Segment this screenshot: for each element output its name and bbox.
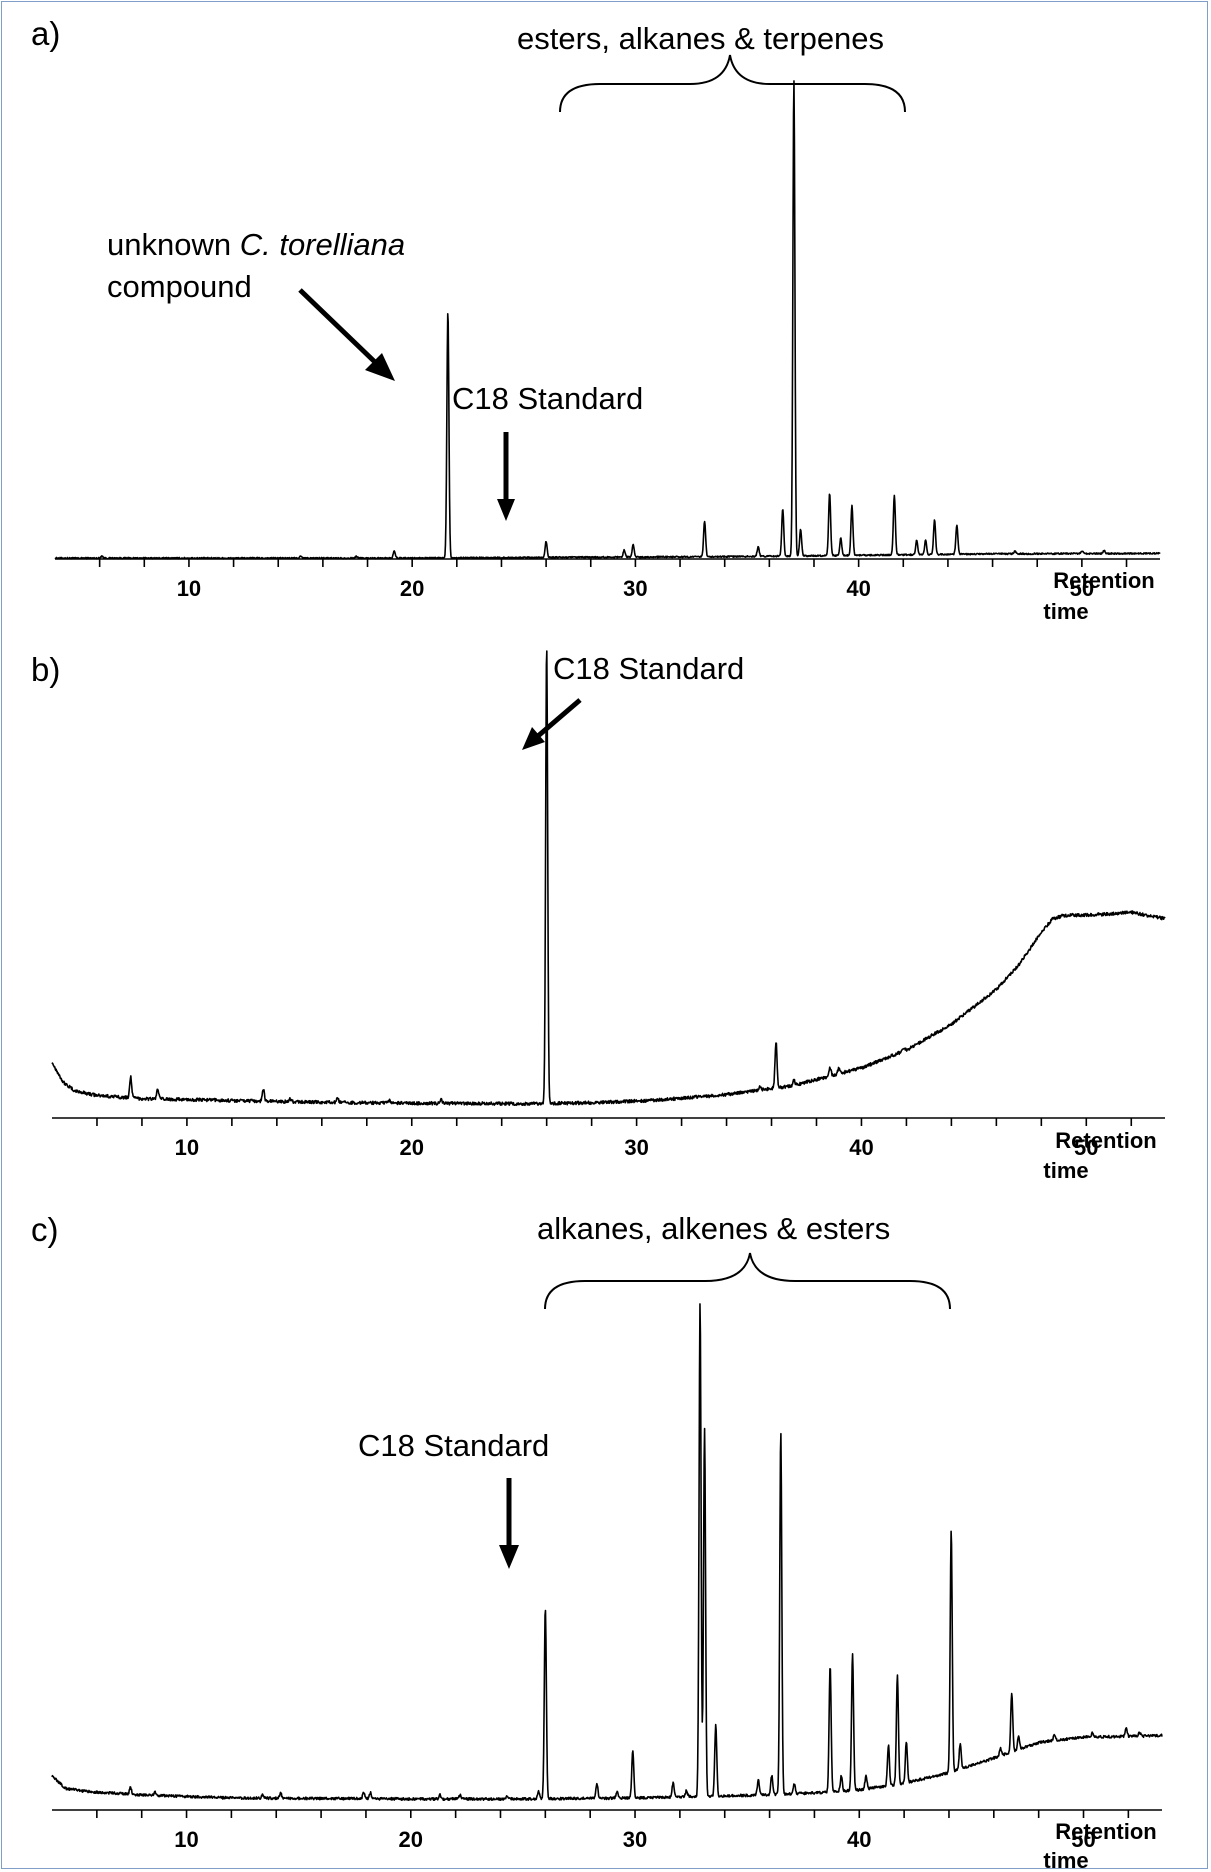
panel-a-group-brace [559, 54, 906, 113]
panel-a-unknown-annotation-line1: unknown C. torelliana [107, 227, 405, 262]
panel-c-c18-annotation: C18 Standard [358, 1428, 549, 1463]
annotation-text-italic: C. torelliana [240, 227, 405, 262]
panel-a-c18-annotation: C18 Standard [452, 381, 643, 416]
panel-a-c18-arrow-head [497, 499, 515, 521]
panel-a-unknown-annotation-line2: compound [107, 269, 252, 304]
x-tick-label: 20 [399, 1827, 423, 1852]
panel-a-chromatogram-trace [54, 80, 1161, 560]
panel-a: a) 10 20 30 40 50 Retention time esters, alk… [31, 15, 1161, 624]
panel-c-axis-title-line1: Retention [1055, 1819, 1156, 1844]
panel-b-x-ticks: 10 20 30 40 50 [96, 1118, 1133, 1160]
panel-b-axis-title-line2: time [1043, 1158, 1088, 1183]
x-tick-label: 20 [400, 576, 424, 601]
panel-b-chromatogram-trace [51, 650, 1166, 1107]
panel-a-axis-title-line2: time [1043, 599, 1088, 624]
panel-c-axis-title-line2: time [1043, 1848, 1088, 1872]
x-tick-label: 10 [177, 576, 201, 601]
panel-c-c18-arrow-head [499, 1545, 519, 1569]
panel-b: b) 10 20 30 40 50 Retention time C18 Standar… [31, 650, 1166, 1183]
panel-a-unknown-arrow-head [365, 353, 395, 381]
panel-a-label: a) [31, 15, 60, 52]
panel-c-label: c) [31, 1211, 59, 1248]
panel-a-axis-title-line1: Retention [1053, 568, 1154, 593]
x-tick-label: 50 [1074, 1135, 1098, 1160]
annotation-text-plain: unknown [107, 227, 240, 262]
panel-b-label: b) [31, 651, 60, 688]
x-tick-label: 40 [849, 1135, 873, 1160]
panel-c-chromatogram-trace [51, 1303, 1163, 1802]
panel-c-x-ticks: 10 20 30 40 50 [96, 1810, 1130, 1852]
panel-b-c18-arrow-head [522, 727, 545, 750]
x-tick-label: 30 [624, 1135, 648, 1160]
x-tick-label: 20 [400, 1135, 424, 1160]
x-tick-label: 30 [623, 576, 647, 601]
panel-a-unknown-arrow-shaft [298, 288, 379, 366]
x-tick-label: 40 [846, 576, 870, 601]
x-tick-label: 10 [175, 1135, 199, 1160]
x-tick-label: 40 [847, 1827, 871, 1852]
panel-a-group-annotation: esters, alkanes & terpenes [517, 21, 884, 56]
panel-a-x-ticks: 10 20 30 40 50 [98, 559, 1128, 601]
panel-c: c) 10 20 30 40 50 Retention time alkanes, al… [31, 1211, 1163, 1872]
panel-c-group-brace [544, 1252, 951, 1310]
x-tick-label: 30 [623, 1827, 647, 1852]
x-tick-label: 50 [1070, 576, 1094, 601]
panel-b-axis-title-line1: Retention [1055, 1128, 1156, 1153]
panel-c-group-annotation: alkanes, alkenes & esters [537, 1211, 890, 1246]
x-tick-label: 50 [1071, 1827, 1095, 1852]
x-tick-label: 10 [174, 1827, 198, 1852]
panel-b-c18-arrow-shaft [536, 698, 582, 738]
panel-b-c18-annotation: C18 Standard [553, 651, 744, 686]
